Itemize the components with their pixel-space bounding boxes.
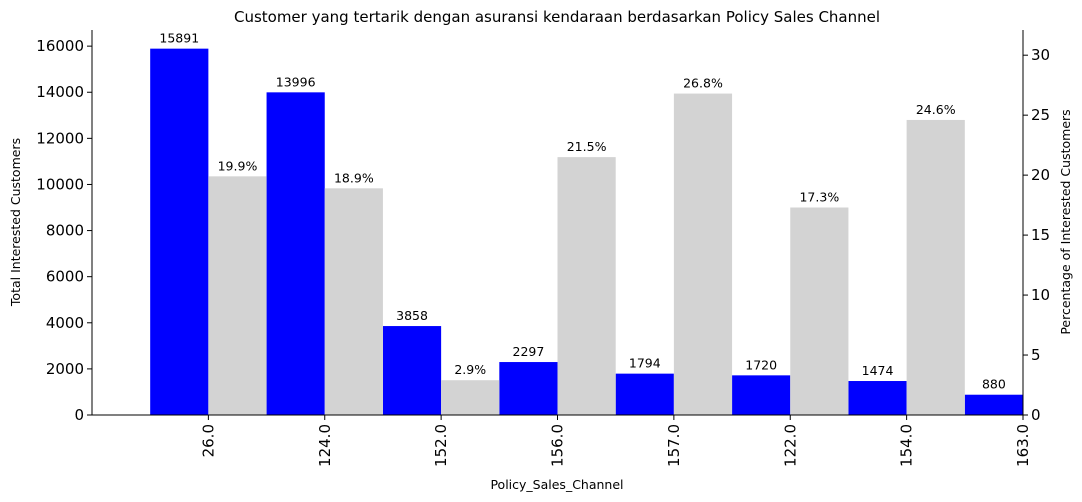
y-axis-label: Total Interested Customers — [8, 138, 23, 307]
chart-title: Customer yang tertarik dengan asuransi k… — [234, 8, 880, 26]
data-label: 1794 — [629, 356, 661, 371]
y-tick-label: 10000 — [36, 175, 84, 193]
data-label: 2297 — [513, 344, 545, 359]
data-label: 17.3% — [799, 190, 839, 205]
x-tick-label: 122.0 — [781, 424, 799, 467]
bar — [848, 381, 907, 415]
x-tick-label: 156.0 — [549, 424, 567, 467]
x-axis-label: Policy_Sales_Channel — [490, 477, 623, 492]
bar — [615, 373, 674, 415]
x-tick-label: 157.0 — [665, 424, 683, 467]
data-label: 1474 — [862, 363, 894, 378]
data-label: 13996 — [276, 74, 316, 89]
y-tick-label: 0 — [74, 406, 84, 424]
bar — [208, 176, 267, 415]
data-label: 19.9% — [218, 158, 258, 173]
bar — [732, 375, 791, 415]
bar — [557, 157, 616, 415]
x-tick-label: 152.0 — [432, 424, 450, 467]
y-tick-label: 16000 — [36, 37, 84, 55]
y-tick-label: 2000 — [46, 360, 84, 378]
y-tick-label: 14000 — [36, 83, 84, 101]
data-label: 21.5% — [567, 139, 607, 154]
x-tick-label: 26.0 — [199, 424, 217, 457]
y2-tick-label: 25 — [1031, 106, 1050, 124]
y2-tick-label: 15 — [1031, 226, 1050, 244]
bar — [673, 93, 733, 415]
data-label: 1720 — [745, 357, 777, 372]
y-tick-label: 8000 — [46, 222, 84, 240]
bar — [150, 48, 209, 415]
y-tick-label: 6000 — [46, 268, 84, 286]
bar — [499, 362, 558, 415]
data-label: 24.6% — [916, 102, 956, 117]
bar — [906, 119, 965, 415]
x-tick-label: 163.0 — [1014, 424, 1032, 467]
bar — [790, 207, 849, 415]
y2-tick-label: 0 — [1031, 406, 1041, 424]
y2-tick-label: 20 — [1031, 166, 1050, 184]
bar — [324, 188, 383, 415]
y2-tick-label: 30 — [1031, 46, 1050, 64]
y-tick-label: 4000 — [46, 314, 84, 332]
data-label: 26.8% — [683, 76, 723, 91]
bar — [266, 92, 325, 416]
x-tick-label: 154.0 — [898, 424, 916, 467]
data-label: 18.9% — [334, 170, 374, 185]
x-tick-label: 124.0 — [316, 424, 334, 467]
y2-tick-label: 10 — [1031, 286, 1050, 304]
y2-tick-label: 5 — [1031, 346, 1041, 364]
bar — [382, 326, 442, 415]
data-label: 3858 — [396, 308, 428, 323]
bar — [441, 380, 500, 415]
y-tick-label: 12000 — [36, 129, 84, 147]
data-label: 880 — [982, 377, 1006, 392]
bar — [964, 394, 1023, 415]
data-label: 2.9% — [454, 362, 486, 377]
y2-axis-label: Percentage of Interested Customers — [1058, 109, 1073, 334]
data-label: 15891 — [159, 31, 199, 46]
